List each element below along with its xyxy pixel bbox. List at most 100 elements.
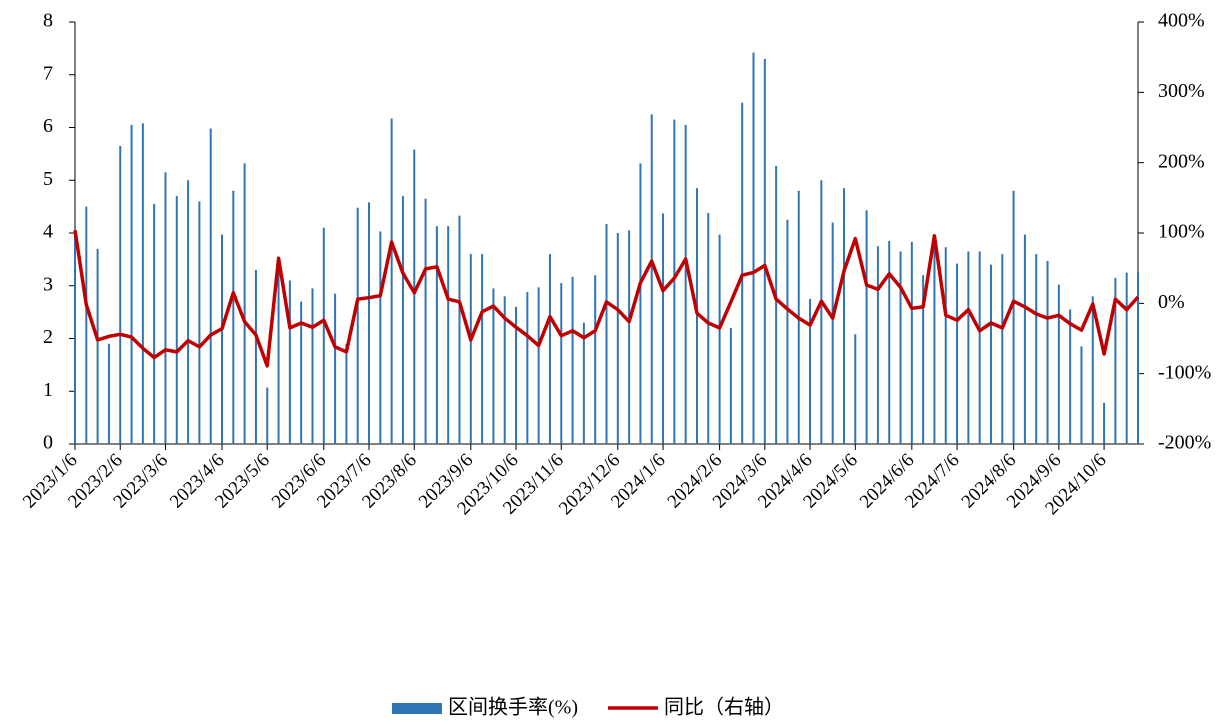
bar xyxy=(639,163,642,444)
bar xyxy=(729,327,732,444)
y-tick-label: 2 xyxy=(43,326,53,348)
bar xyxy=(763,58,766,445)
bar xyxy=(616,233,619,444)
bar xyxy=(130,124,133,445)
y2-tick-label: -200% xyxy=(1158,432,1211,454)
bar xyxy=(673,119,676,445)
bar xyxy=(1114,277,1117,444)
bar xyxy=(164,172,167,444)
bar xyxy=(854,334,857,444)
bar xyxy=(107,343,110,444)
bar xyxy=(345,343,348,444)
bar xyxy=(322,227,325,444)
bar xyxy=(368,202,371,444)
bar xyxy=(910,241,913,444)
bar xyxy=(481,254,484,444)
bar xyxy=(1080,346,1083,444)
bar xyxy=(503,296,506,444)
bar xyxy=(187,180,190,444)
bar xyxy=(141,123,144,444)
y-tick-label: 1 xyxy=(43,379,53,401)
bar xyxy=(379,231,382,444)
legend-label: 区间换手率(%) xyxy=(448,696,578,719)
bar xyxy=(888,240,891,444)
y-tick-label: 7 xyxy=(43,62,53,84)
bar xyxy=(526,292,529,444)
bar xyxy=(1069,309,1072,444)
bar xyxy=(1001,254,1004,444)
bar xyxy=(582,322,585,444)
y2-tick-label: 200% xyxy=(1158,150,1205,172)
bar xyxy=(650,114,653,444)
bar xyxy=(447,226,450,444)
bar xyxy=(119,145,122,444)
y-tick-label: 6 xyxy=(43,115,53,137)
bar xyxy=(492,288,495,444)
bar xyxy=(85,206,88,444)
bar xyxy=(390,118,393,444)
bar xyxy=(842,188,845,444)
bar xyxy=(469,254,472,444)
bar xyxy=(820,180,823,444)
bar xyxy=(1125,272,1128,444)
bar xyxy=(96,248,99,444)
bar xyxy=(243,163,246,444)
x-tick-label: 2023/12/6 xyxy=(555,450,624,519)
bar xyxy=(277,259,280,444)
bar xyxy=(548,254,551,444)
y2-tick-label: -100% xyxy=(1158,361,1211,383)
bar xyxy=(1023,234,1026,444)
bar xyxy=(401,196,404,444)
bar xyxy=(560,283,563,444)
bar xyxy=(989,264,992,444)
bar xyxy=(786,219,789,444)
bar xyxy=(831,222,834,444)
bar xyxy=(1057,284,1060,444)
bar xyxy=(605,224,608,444)
bar xyxy=(944,247,947,444)
bar xyxy=(1091,296,1094,444)
bar xyxy=(684,124,687,445)
y-tick-label: 4 xyxy=(43,221,53,243)
y2-tick-label: 400% xyxy=(1158,10,1205,32)
bar xyxy=(956,263,959,444)
bar xyxy=(198,201,201,444)
y-tick-label: 8 xyxy=(43,10,53,32)
bar xyxy=(876,246,879,444)
y-tick-label: 5 xyxy=(43,168,53,190)
bar xyxy=(356,207,359,444)
bar xyxy=(413,149,416,444)
y-tick-label: 3 xyxy=(43,273,53,295)
line xyxy=(73,229,1140,368)
bar xyxy=(865,210,868,444)
bar xyxy=(221,234,224,444)
bar xyxy=(175,196,178,444)
bar xyxy=(153,203,156,444)
bar xyxy=(978,251,981,444)
bar xyxy=(1137,272,1139,444)
bar xyxy=(752,52,755,444)
legend-label: 同比（右轴） xyxy=(664,696,784,719)
bar xyxy=(662,213,665,444)
bar xyxy=(515,306,518,444)
legend-swatch xyxy=(392,703,442,714)
y-tick-label: 0 xyxy=(43,432,53,454)
bar xyxy=(718,234,721,444)
bar xyxy=(334,293,337,444)
bar xyxy=(899,251,902,444)
bar xyxy=(74,233,76,444)
bar xyxy=(537,287,540,444)
bar xyxy=(311,288,314,444)
bar xyxy=(300,301,303,444)
bar xyxy=(741,102,744,445)
y2-tick-label: 100% xyxy=(1158,221,1205,243)
bar xyxy=(594,275,597,444)
bar xyxy=(424,198,427,444)
bar xyxy=(1012,190,1015,444)
bar xyxy=(254,269,257,444)
bar xyxy=(695,188,698,444)
bar xyxy=(628,230,631,444)
bar xyxy=(209,128,212,444)
bar xyxy=(1046,260,1049,444)
